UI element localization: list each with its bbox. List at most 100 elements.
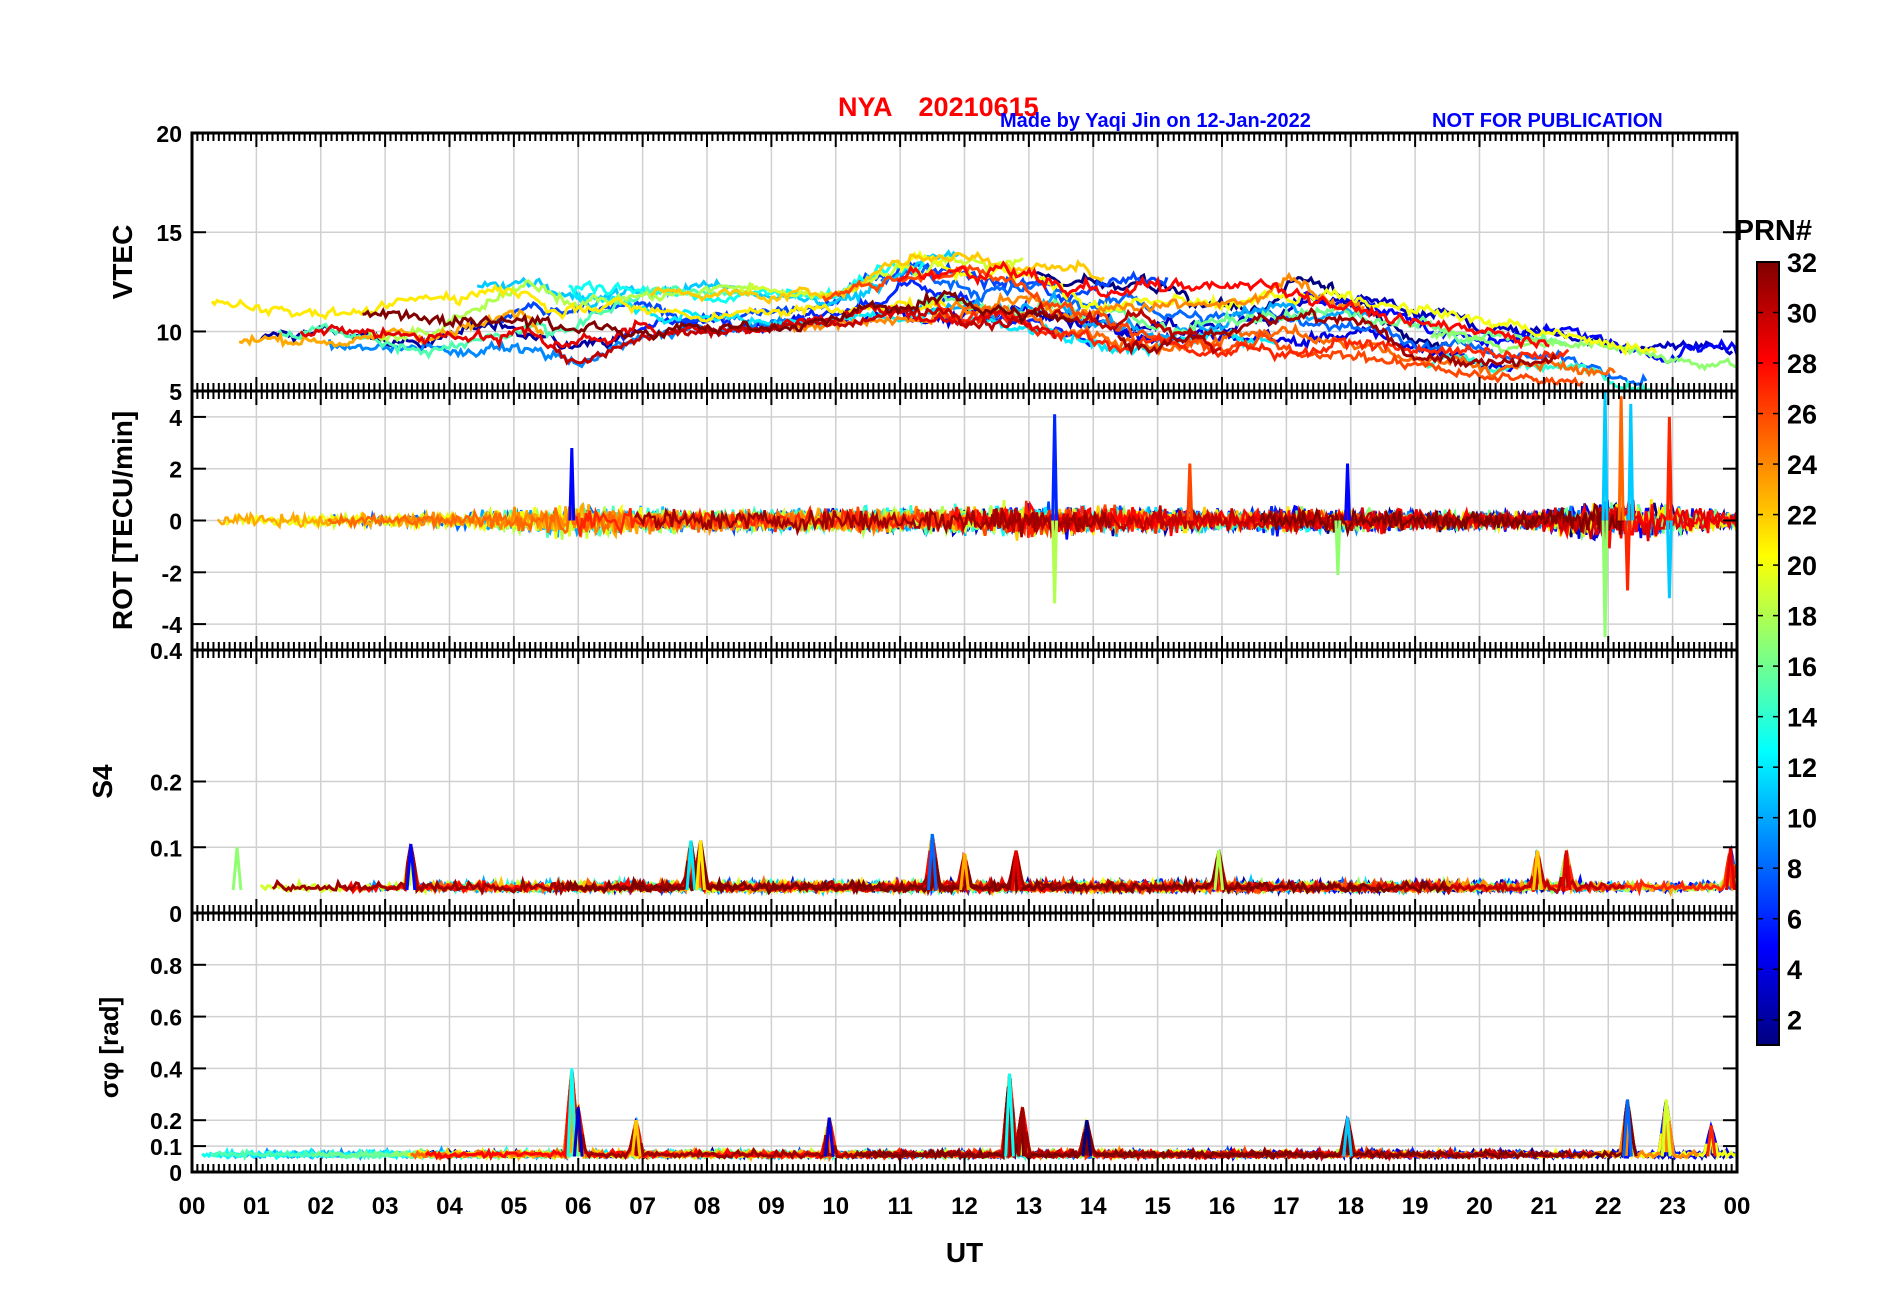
colorbar-tick-label: 24 (1787, 450, 1817, 480)
sigma_phi-series-prn-28 (424, 1070, 1269, 1162)
credit-label: Made by Yaqi Jin on 12-Jan-2022 (1000, 110, 1311, 132)
vtec-series-prn-29 (299, 303, 1057, 350)
rot-spike-6 (1601, 391, 1609, 521)
x-tick-label: 01 (243, 1193, 270, 1220)
x-tick-label: 17 (1273, 1193, 1300, 1220)
y-tick-label-vtec: 15 (156, 220, 182, 246)
sigma_phi-peak-9 (1660, 1099, 1672, 1157)
s4-peak-9 (1561, 850, 1572, 891)
x-ticks-vtec (191, 133, 1738, 391)
x-tick-label: 10 (822, 1193, 849, 1220)
rot-spike-10 (1624, 520, 1631, 591)
y-tick-label-rot: 4 (169, 405, 182, 431)
colorbar-tick-label: 22 (1787, 501, 1817, 531)
sigma_phi-series-prn-10 (271, 1071, 713, 1162)
colorbar-tick-label: 26 (1787, 400, 1817, 430)
vtec-series-prn-19 (739, 253, 1024, 301)
s4-peak-2 (685, 840, 697, 891)
sigma_phi-peak-7 (1342, 1117, 1353, 1157)
rot-spike-8 (1617, 396, 1625, 521)
sigma_phi-peak-5 (1017, 1107, 1028, 1157)
colorbar-tick-label: 32 (1787, 248, 1817, 278)
y-tick-label-rot: -2 (162, 560, 182, 586)
rot-spike-0 (568, 447, 576, 521)
y-tick-label-sigma_phi: 0.8 (150, 953, 182, 979)
station-label: NYA (838, 92, 893, 122)
rot-spike-1 (1051, 414, 1059, 521)
sigma_phi-peak-3 (823, 1117, 835, 1157)
colorbar-tick-label: 12 (1787, 753, 1817, 783)
colorbar-tick-label: 10 (1787, 804, 1817, 834)
rot-spike-12 (1665, 520, 1673, 599)
rot-spike-5 (1334, 520, 1342, 575)
x-tick-label: 20 (1466, 1193, 1493, 1220)
sigma_phi-peak-1 (572, 1107, 584, 1157)
y-tick-label-s4: 0.1 (150, 835, 182, 861)
y-tick-label-vtec: 20 (156, 121, 182, 147)
s4-peak-4 (926, 833, 938, 891)
x-tick-label: 04 (436, 1193, 463, 1220)
s4-peak-7 (1213, 850, 1225, 891)
rot-spike-7 (1601, 520, 1609, 638)
x-axis-label: UT (946, 1237, 983, 1268)
x-tick-label: 00 (1724, 1193, 1751, 1220)
rot-spike-2 (1051, 520, 1059, 604)
x-tick-label: 09 (758, 1193, 785, 1220)
y-tick-label-rot: 5 (169, 379, 182, 405)
x-tick-label: 16 (1209, 1193, 1236, 1220)
colorbar-tick-label: 18 (1787, 602, 1817, 632)
x-tick-label: 18 (1337, 1193, 1364, 1220)
sigma_phi-series-prn-30 (864, 1098, 1550, 1163)
sigma_phi-series-prn-32 (853, 1077, 1638, 1161)
sigma_phi-series-prn-20 (1110, 1100, 1737, 1162)
grid-s4 (192, 650, 1737, 913)
y-tick-label-rot: 0 (169, 509, 182, 535)
sigma_phi-peak-6 (1081, 1120, 1093, 1157)
y-tick-label-rot: 2 (169, 457, 182, 483)
x-ticks-sigma_phi (191, 913, 1738, 1172)
date-label: 20210615 (918, 92, 1039, 122)
s4-peak-0 (231, 847, 243, 891)
rot-series-prn-31 (634, 506, 1112, 538)
y-tick-label-vtec: 10 (156, 319, 182, 345)
sigma_phi-peak-2 (630, 1120, 642, 1157)
colorbar-tick-label: 4 (1787, 955, 1802, 985)
sigma_phi-series-prn-12 (208, 1073, 612, 1161)
x-tick-label: 08 (694, 1193, 721, 1220)
sigma_phi-peak-10 (1705, 1125, 1717, 1157)
x-tick-label: 22 (1595, 1193, 1622, 1220)
sigma_phi-series-prn-18 (726, 1082, 1357, 1162)
sigma_phi-series-prn-31 (574, 1086, 1339, 1161)
rot-spike-11 (1665, 416, 1673, 521)
x-tick-label: 11 (887, 1193, 912, 1220)
y-axis-label-vtec: VTEC (107, 225, 138, 300)
x-tick-label: 21 (1531, 1193, 1558, 1220)
y-tick-label-sigma_phi: 0.1 (150, 1134, 182, 1160)
x-tick-label: 00 (179, 1193, 206, 1220)
y-axis-label-rot: ROT [TECU/min] (107, 411, 138, 630)
rot-spike-3 (1186, 463, 1194, 521)
x-tick-label: 02 (307, 1193, 334, 1220)
colorbar-tick-label: 30 (1787, 299, 1817, 329)
s4-peak-3 (695, 840, 706, 891)
x-tick-label: 15 (1144, 1193, 1171, 1220)
x-tick-label: 03 (372, 1193, 399, 1220)
vtec-series-prn-28 (897, 260, 1550, 350)
vtec-series-prn-32 (362, 289, 1075, 342)
x-tick-label: 19 (1402, 1193, 1429, 1220)
rot-spike-4 (1344, 463, 1351, 521)
vtec-series-prn-22 (650, 250, 1105, 305)
y-tick-label-s4: 0 (169, 901, 182, 927)
grid-sigma_phi (192, 913, 1737, 1172)
chart-title: NYA 20210615 (838, 92, 1039, 123)
colorbar-tick-label: 20 (1787, 551, 1817, 581)
colorbar-tick-label: 8 (1787, 854, 1802, 884)
rot-series-prn-23 (216, 501, 882, 540)
series-group-rot (216, 391, 1737, 638)
vtec-series-prn-21 (210, 283, 947, 323)
sigma_phi-peak-4 (1004, 1073, 1015, 1157)
y-tick-label-sigma_phi: 0.2 (150, 1108, 182, 1134)
s4-peak-5 (959, 853, 970, 891)
series-group-sigma_phi (201, 1068, 1737, 1163)
